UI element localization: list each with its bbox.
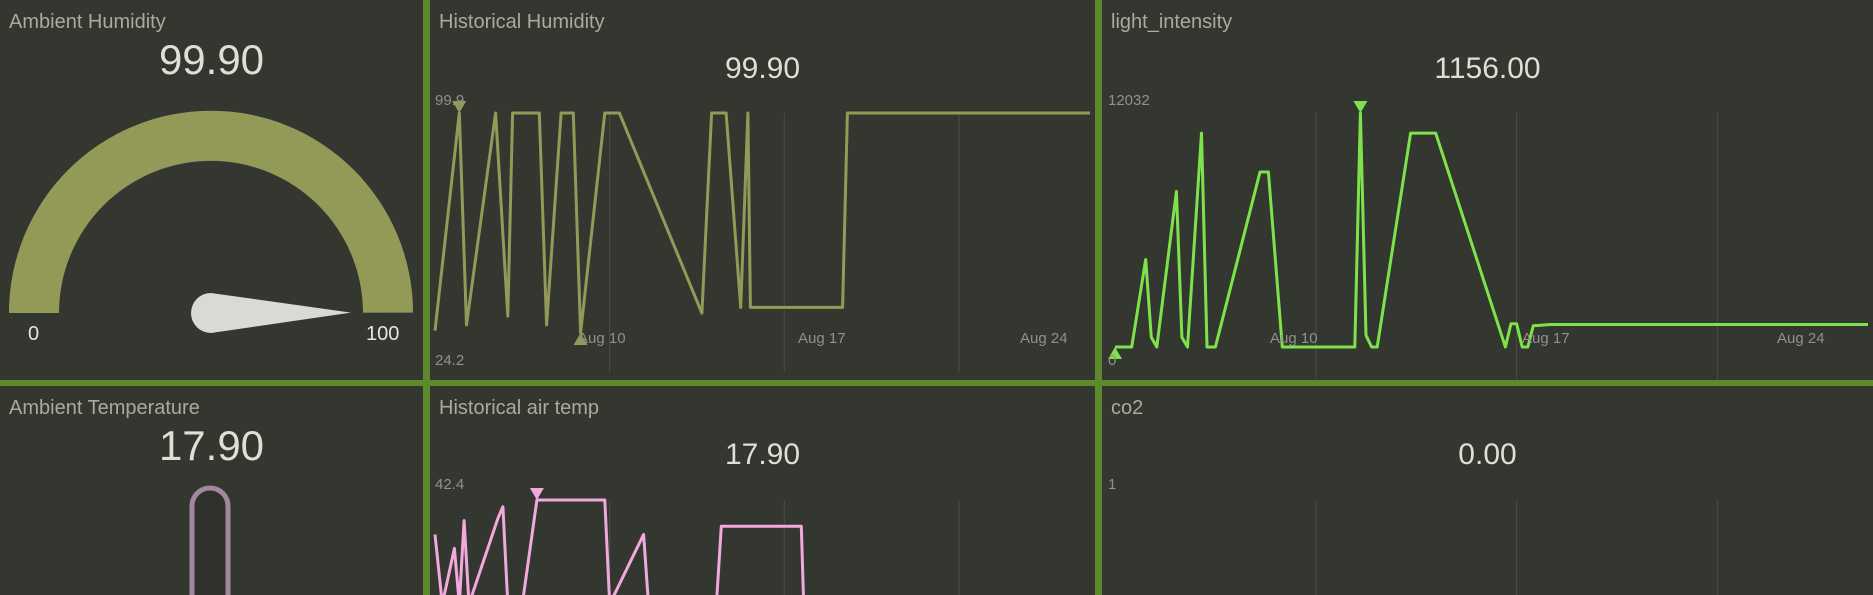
y-max-label: 42.4	[435, 476, 465, 493]
co2-chart	[1315, 500, 1718, 595]
current-value: 17.90	[724, 438, 801, 471]
y-max-label: 99.9	[435, 92, 465, 109]
x-tick-label: Aug 17	[798, 330, 846, 347]
humidity-history-chart	[433, 101, 1090, 373]
max-marker	[452, 101, 467, 113]
light-intensity-chart	[1108, 101, 1868, 380]
gauge-needle	[190, 293, 351, 334]
panel-title: Historical air temp	[439, 397, 600, 419]
min-marker	[1108, 347, 1122, 359]
x-tick-label: Aug 24	[1020, 330, 1068, 347]
y-max-label: 1	[1108, 476, 1117, 493]
current-value: 1156.00	[1434, 52, 1541, 85]
air-temp-chart	[433, 488, 960, 595]
humidity-gauge-panel[interactable]: Ambient Humidity 99.90 0 100	[0, 0, 423, 380]
max-marker	[529, 488, 544, 500]
y-min-label: 0	[1108, 352, 1117, 369]
panel-title: co2	[1111, 397, 1144, 419]
y-max-label: 12032	[1108, 92, 1150, 109]
light-intensity-panel[interactable]: light_intensity 1156.00 12032 0 Aug 10 A…	[1102, 0, 1873, 380]
series-line	[433, 111, 1090, 335]
humidity-gauge	[8, 110, 413, 334]
series-line	[1115, 111, 1868, 349]
panel-title: light_intensity	[1111, 11, 1233, 33]
series-line	[433, 498, 805, 595]
gauge-max-label: 100	[366, 323, 400, 345]
current-value: 0.00	[1458, 438, 1517, 471]
x-tick-label: Aug 24	[1777, 330, 1825, 347]
y-min-label: 24.2	[435, 352, 465, 369]
thermometer-icon	[189, 485, 231, 595]
panel-title: Historical Humidity	[439, 11, 605, 33]
gauge-value: 17.90	[158, 422, 265, 469]
gauge-fill	[8, 110, 413, 313]
co2-panel[interactable]: co2 0.00 1	[1102, 386, 1873, 595]
min-marker	[573, 333, 588, 345]
max-marker	[1353, 101, 1368, 113]
panel-title: Ambient Temperature	[9, 397, 200, 419]
x-tick-label: Aug 10	[1270, 330, 1318, 347]
temperature-gauge-panel[interactable]: Ambient Temperature 17.90	[0, 386, 423, 595]
panel-title: Ambient Humidity	[9, 11, 166, 33]
gauge-value: 99.90	[158, 36, 265, 83]
current-value: 99.90	[724, 52, 801, 85]
humidity-history-panel[interactable]: Historical Humidity 99.90 99.9 24.2 Aug …	[430, 0, 1095, 380]
x-tick-label: Aug 10	[578, 330, 626, 347]
gauge-min-label: 0	[28, 323, 40, 345]
x-tick-label: Aug 17	[1522, 330, 1570, 347]
air-temp-panel[interactable]: Historical air temp 17.90 42.4	[430, 386, 1095, 595]
